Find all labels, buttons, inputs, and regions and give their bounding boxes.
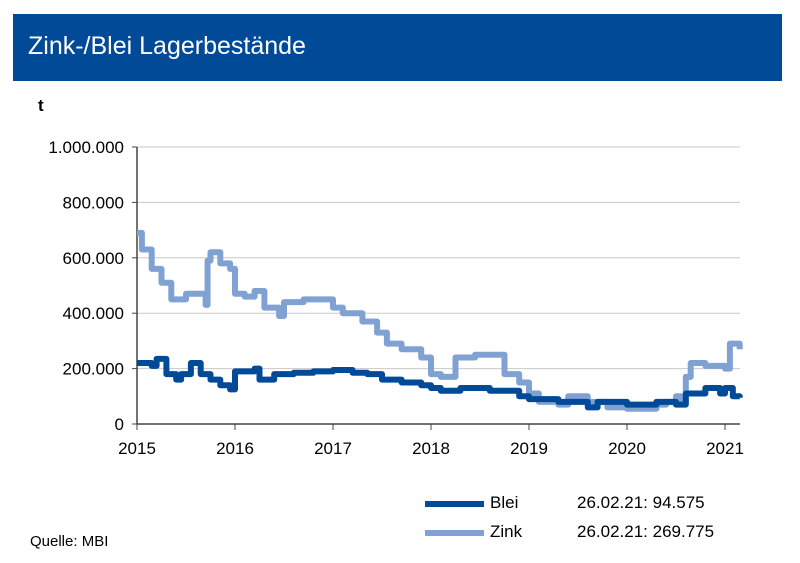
legend-value-zink: 26.02.21: 269.775 [577,522,715,541]
y-tick-label: 600.000 [63,249,124,268]
y-tick-label: 0 [115,415,124,434]
y-tick-label: 400.000 [63,304,124,323]
chart-title: Zink-/Blei Lagerbestände [28,32,306,60]
x-tick-label: 2017 [314,439,352,458]
legend-label-blei: Blei [490,493,519,512]
x-tick-label: 2016 [216,439,254,458]
legend-value-blei: 26.02.21: 94.575 [577,493,705,512]
x-tick-label: 2019 [510,439,548,458]
series-line-blei [137,355,743,411]
x-tick-label: 2020 [608,439,646,458]
title-banner: Zink-/Blei Lagerbestände [13,14,782,81]
y-tick-label: 800.000 [63,193,124,212]
x-tick-label: 2015 [118,439,156,458]
y-tick-label: 200.000 [63,360,124,379]
y-tick-label: 1.000.000 [48,138,124,157]
x-tick-label: 2021 [706,439,744,458]
x-tick-label: 2018 [412,439,450,458]
source-note: Quelle: MBI [30,533,109,550]
y-axis-label: t [38,96,44,115]
legend-label-zink: Zink [490,522,523,541]
